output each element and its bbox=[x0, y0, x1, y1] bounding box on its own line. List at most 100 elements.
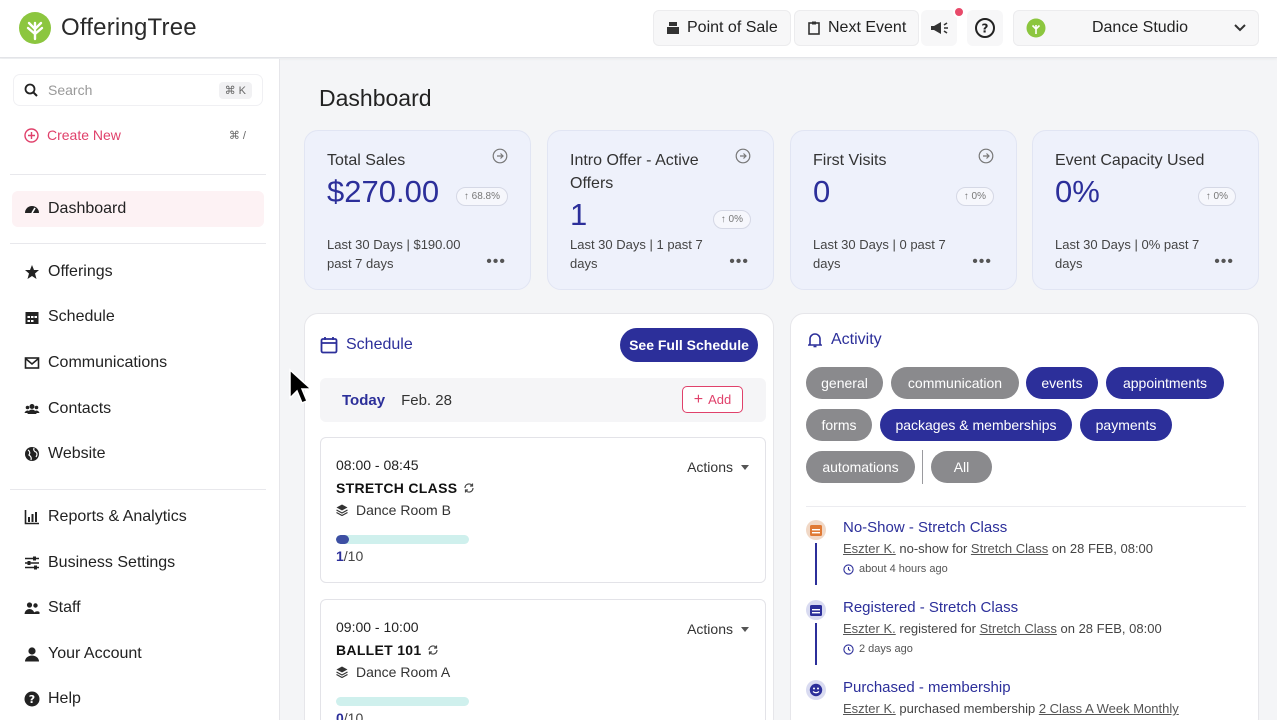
sliders-icon bbox=[25, 556, 39, 570]
capacity-text: 0/10 bbox=[336, 710, 363, 720]
stat-card-first-visits[interactable]: First Visits 0 ↑ 0% Last 30 Days | 0 pas… bbox=[790, 130, 1017, 290]
app-name: OfferingTree bbox=[61, 14, 197, 41]
filter-chip-general[interactable]: general bbox=[806, 367, 883, 399]
point-of-sale-button[interactable]: Point of Sale bbox=[653, 10, 791, 46]
filter-chip-events[interactable]: events bbox=[1026, 367, 1098, 399]
filter-chip-communication[interactable]: communication bbox=[891, 367, 1019, 399]
app-logo[interactable]: OfferingTree bbox=[18, 11, 197, 45]
target-link[interactable]: Stretch Class bbox=[979, 621, 1057, 636]
actions-dropdown[interactable]: Actions bbox=[687, 621, 749, 637]
clock-icon bbox=[843, 563, 854, 575]
calendar-outline-icon bbox=[320, 337, 338, 354]
sidebar-item-communications[interactable]: Communications bbox=[12, 345, 264, 381]
more-options-icon[interactable]: ••• bbox=[972, 253, 992, 270]
search-icon bbox=[24, 83, 38, 97]
activity-icon bbox=[806, 520, 826, 540]
activity-suffix: on 28 FEB, 08:00 bbox=[1056, 621, 1162, 636]
class-name: STRETCH CLASS bbox=[336, 480, 750, 496]
calendar-icon bbox=[25, 312, 39, 324]
add-class-button[interactable]: + Add bbox=[682, 386, 743, 413]
target-link[interactable]: 2 Class A Week Monthly bbox=[1038, 701, 1179, 716]
question-icon: ? bbox=[975, 18, 995, 38]
filter-chip-payments[interactable]: payments bbox=[1080, 409, 1172, 441]
class-card[interactable]: 09:00 - 10:00 BALLET 101 Dance Room A Ac… bbox=[320, 599, 766, 720]
page-title: Dashboard bbox=[319, 85, 432, 111]
user-link[interactable]: Eszter K. bbox=[843, 541, 896, 556]
help-icon: ? bbox=[24, 691, 40, 707]
announcements-button[interactable] bbox=[921, 10, 957, 46]
stat-card-event-capacity[interactable]: Event Capacity Used 0% ↑ 0% Last 30 Days… bbox=[1032, 130, 1259, 290]
activity-title[interactable]: No-Show - Stretch Class bbox=[843, 519, 1008, 536]
filter-chip-forms[interactable]: forms bbox=[806, 409, 872, 441]
activity-icon bbox=[806, 680, 826, 700]
sidebar-item-label: Contacts bbox=[48, 400, 112, 417]
more-options-icon[interactable]: ••• bbox=[486, 253, 506, 270]
create-new-button[interactable]: Create New ⌘ / bbox=[14, 121, 262, 149]
booked-count: 0 bbox=[336, 710, 344, 720]
layers-icon bbox=[336, 666, 348, 678]
sidebar: Search ⌘ K Create New ⌘ / Dashboard Offe… bbox=[0, 59, 280, 720]
class-card[interactable]: 08:00 - 08:45 STRETCH CLASS Dance Room B… bbox=[320, 437, 766, 583]
filter-chip-automations[interactable]: automations bbox=[806, 451, 915, 483]
schedule-header: Schedule bbox=[320, 336, 413, 354]
stat-value: 1 bbox=[570, 197, 588, 232]
register-icon bbox=[667, 22, 679, 34]
filter-chip-all[interactable]: All bbox=[931, 451, 992, 483]
sidebar-item-website[interactable]: Website bbox=[12, 436, 264, 472]
stat-footer: Last 30 Days | $190.00 past 7 days bbox=[327, 237, 461, 271]
caret-down-icon bbox=[741, 464, 749, 470]
chevron-down-icon bbox=[1234, 24, 1246, 32]
top-bar: OfferingTree Point of Sale Next Event ? … bbox=[0, 0, 1277, 58]
sidebar-item-offerings[interactable]: Offerings bbox=[12, 254, 264, 290]
create-new-label: Create New bbox=[47, 127, 121, 143]
sidebar-item-staff[interactable]: Staff bbox=[12, 590, 264, 626]
sidebar-item-dashboard[interactable]: Dashboard bbox=[12, 191, 264, 227]
arrow-circle-icon[interactable] bbox=[735, 148, 751, 164]
bell-icon bbox=[808, 333, 822, 348]
filter-chip-packages[interactable]: packages & memberships bbox=[880, 409, 1072, 441]
booked-count: 1 bbox=[336, 548, 344, 564]
more-options-icon[interactable]: ••• bbox=[729, 253, 749, 270]
search-box[interactable]: Search ⌘ K bbox=[14, 75, 262, 105]
arrow-circle-icon[interactable] bbox=[492, 148, 508, 164]
studio-selector[interactable]: Dance Studio bbox=[1013, 10, 1259, 46]
sidebar-item-reports[interactable]: Reports & Analytics bbox=[12, 499, 264, 535]
class-room-text: Dance Room A bbox=[356, 664, 451, 680]
activity-time: about 4 hours ago bbox=[843, 563, 948, 575]
sidebar-item-label: Schedule bbox=[48, 308, 115, 325]
class-name-text: STRETCH CLASS bbox=[336, 480, 458, 496]
sidebar-item-contacts[interactable]: Contacts bbox=[12, 391, 264, 427]
actions-dropdown[interactable]: Actions bbox=[687, 459, 749, 475]
stat-value: $270.00 bbox=[327, 174, 440, 209]
class-room-text: Dance Room B bbox=[356, 502, 451, 518]
mail-icon bbox=[24, 357, 40, 369]
stat-card-intro-offers[interactable]: Intro Offer - Active Offers 1 ↑ 0% Last … bbox=[547, 130, 774, 290]
arrow-circle-icon[interactable] bbox=[978, 148, 994, 164]
class-room: Dance Room A bbox=[336, 664, 750, 680]
next-event-button[interactable]: Next Event bbox=[794, 10, 920, 46]
target-link[interactable]: Stretch Class bbox=[970, 541, 1049, 556]
more-options-icon[interactable]: ••• bbox=[1214, 253, 1234, 270]
stat-title: Total Sales bbox=[327, 152, 406, 169]
chip-separator bbox=[922, 450, 923, 484]
activity-title[interactable]: Purchased - membership bbox=[843, 679, 1011, 696]
sidebar-item-help[interactable]: ? Help bbox=[12, 681, 264, 717]
svg-text:?: ? bbox=[29, 693, 35, 706]
user-link[interactable]: Eszter K. bbox=[843, 701, 896, 716]
schedule-date: Feb. 28 bbox=[401, 391, 452, 409]
stat-card-total-sales[interactable]: Total Sales $270.00 ↑ 68.8% Last 30 Days… bbox=[304, 130, 531, 290]
stat-footer: Last 30 Days | 0% past 7 days bbox=[1055, 237, 1200, 271]
today-label[interactable]: Today bbox=[342, 391, 386, 409]
sidebar-item-label: Business Settings bbox=[48, 554, 176, 571]
activity-title[interactable]: Registered - Stretch Class bbox=[843, 599, 1019, 616]
sidebar-item-your-account[interactable]: Your Account bbox=[12, 636, 264, 672]
filter-chip-appointments[interactable]: appointments bbox=[1106, 367, 1224, 399]
search-input[interactable]: Search bbox=[48, 82, 93, 98]
calendar-x-icon bbox=[810, 525, 822, 536]
user-link[interactable]: Eszter K. bbox=[843, 621, 896, 636]
sidebar-item-schedule[interactable]: Schedule bbox=[12, 299, 264, 335]
sidebar-item-business-settings[interactable]: Business Settings bbox=[12, 545, 264, 581]
see-full-schedule-button[interactable]: See Full Schedule bbox=[620, 328, 758, 362]
sidebar-item-label: Your Account bbox=[48, 645, 142, 662]
help-button[interactable]: ? bbox=[967, 10, 1003, 46]
